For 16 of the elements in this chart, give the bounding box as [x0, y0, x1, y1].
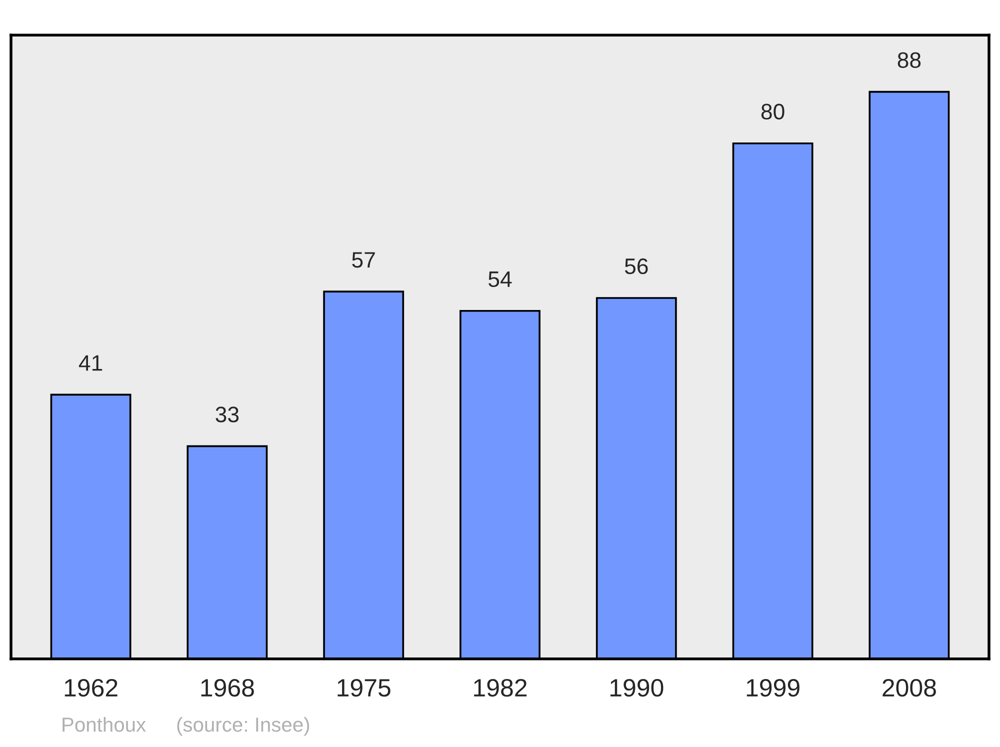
x-tick-label: 1962 — [64, 678, 118, 697]
text: (source: Insee) — [177, 717, 310, 736]
data-label: 80 — [761, 104, 784, 120]
data-label: 33 — [216, 406, 239, 422]
data-label: 88 — [898, 52, 921, 68]
data-label: 56 — [624, 258, 648, 274]
x-tick-label: 2008 — [882, 678, 936, 697]
x-tick-label: 1990 — [610, 678, 664, 697]
data-label: 57 — [352, 252, 375, 268]
x-tick-label: 1975 — [338, 678, 390, 697]
data-label: 41 — [78, 355, 102, 371]
x-tick-label: 1999 — [746, 678, 800, 697]
x-tick-label: 1968 — [201, 678, 254, 697]
text: Ponthoux — [62, 717, 146, 732]
x-tick-label: 1982 — [474, 678, 527, 697]
data-label: 54 — [488, 272, 512, 288]
